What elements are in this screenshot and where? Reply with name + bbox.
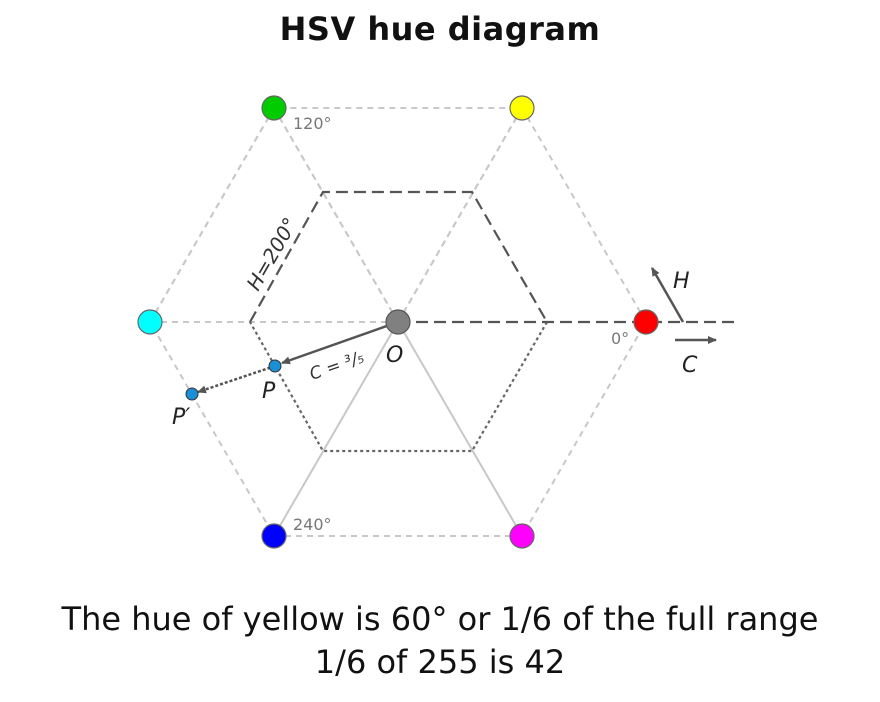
angle-label-120: 120° <box>293 114 332 133</box>
origin-point <box>385 309 411 335</box>
cyan-vertex <box>137 309 163 335</box>
red-vertex <box>633 309 659 335</box>
green-vertex <box>261 95 287 121</box>
caption-line-1: The hue of yellow is 60° or 1/6 of the f… <box>61 600 819 638</box>
h-direction-arrow <box>650 267 685 323</box>
chroma-vector <box>281 320 399 365</box>
blue-vertex <box>261 523 287 549</box>
angle-label-240: 240° <box>293 515 332 534</box>
hexagon-axes <box>149 107 523 537</box>
yellow-vertex <box>509 95 535 121</box>
diagram-title: HSV hue diagram <box>279 10 601 48</box>
angle-label-0: 0° <box>611 329 629 348</box>
point-p-prime-label: P′ <box>172 405 190 430</box>
p-prime-extension <box>197 364 276 394</box>
point-p-prime <box>185 387 199 401</box>
chroma-label: C = ³/₅ <box>307 347 367 384</box>
point-p <box>268 359 282 373</box>
inner-hexagon-lower <box>249 321 548 453</box>
h-direction-label: H <box>673 269 690 294</box>
caption-line-2: 1/6 of 255 is 42 <box>314 643 566 681</box>
inner-hexagon <box>249 190 548 323</box>
c-direction-label: C <box>682 353 698 378</box>
point-p-label: P <box>262 379 276 404</box>
magenta-vertex <box>509 523 535 549</box>
origin-label: O <box>386 343 403 368</box>
